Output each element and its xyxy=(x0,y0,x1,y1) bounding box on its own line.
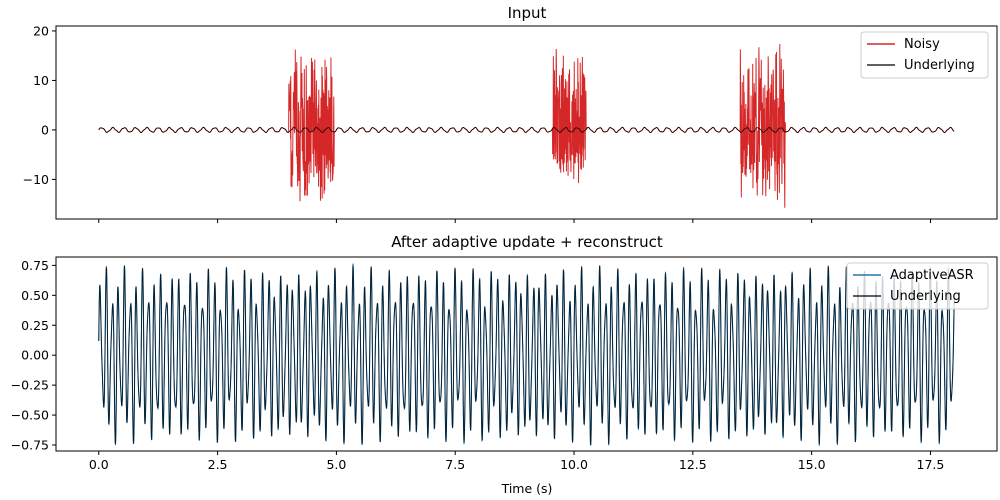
reconstruct-xtick-label: 2.5 xyxy=(208,457,228,472)
x-axis-label: Time (s) xyxy=(501,481,553,496)
series-underlying-reconstruct xyxy=(98,265,955,446)
reconstruct-ytick-label: −0.25 xyxy=(11,378,49,393)
reconstruct-xtick-label: 7.5 xyxy=(445,457,465,472)
reconstruct-xtick-label: 10.0 xyxy=(560,457,588,472)
series-underlying-input xyxy=(98,126,955,133)
reconstruct-xtick-label: 5.0 xyxy=(326,457,346,472)
reconstruct-ytick-label: −0.50 xyxy=(11,408,49,423)
reconstruct-panel-y-ticks: −0.75 −0.50 −0.25 0.00 0.25 0.50 0.75 xyxy=(11,258,56,453)
input-ytick-label: 20 xyxy=(33,23,49,38)
input-panel-frame xyxy=(55,25,998,220)
reconstruct-panel-frame xyxy=(55,256,998,452)
reconstruct-ytick-label: 0.00 xyxy=(21,348,49,363)
reconstruct-ytick-label: 0.75 xyxy=(21,258,49,273)
reconstruct-panel-x-ticks: 0.0 2.5 5.0 7.5 10.0 12.5 15.0 17.5 xyxy=(89,451,945,472)
reconstruct-xtick-label: 15.0 xyxy=(798,457,826,472)
reconstruct-ytick-label: −0.75 xyxy=(11,438,49,453)
input-panel-x-ticks xyxy=(98,219,931,223)
series-noisy xyxy=(98,43,955,208)
input-ytick-label: 0 xyxy=(41,122,49,137)
legend-underlying2-label: Underlying xyxy=(890,289,961,304)
reconstruct-panel-signals xyxy=(98,263,955,446)
reconstruct-ytick-label: 0.50 xyxy=(21,288,49,303)
reconstruct-panel-legend: AdaptiveASR Underlying xyxy=(846,262,989,310)
reconstruct-xtick-label: 17.5 xyxy=(917,457,945,472)
reconstruct-xtick-label: 0.0 xyxy=(89,457,109,472)
input-panel-legend: Noisy Underlying xyxy=(860,31,989,79)
reconstruct-panel-title: After adaptive update + reconstruct xyxy=(391,233,663,251)
legend-underlying-label: Underlying xyxy=(904,58,975,73)
input-panel-title: Input xyxy=(508,4,547,22)
input-ytick-label: −10 xyxy=(23,172,49,187)
legend-adaptiveasr-label: AdaptiveASR xyxy=(890,268,974,283)
legend-noisy-label: Noisy xyxy=(904,37,940,52)
input-panel: Input −10 0 10 20 Noisy Underlying xyxy=(23,4,998,223)
input-panel-y-ticks: −10 0 10 20 xyxy=(23,23,56,187)
input-ytick-label: 10 xyxy=(33,73,49,88)
reconstruct-xtick-label: 12.5 xyxy=(679,457,707,472)
reconstruct-legend-box xyxy=(846,262,989,310)
reconstruct-panel: After adaptive update + reconstruct −0.7… xyxy=(11,233,998,496)
reconstruct-ytick-label: 0.25 xyxy=(21,318,49,333)
input-panel-signals xyxy=(98,43,955,208)
